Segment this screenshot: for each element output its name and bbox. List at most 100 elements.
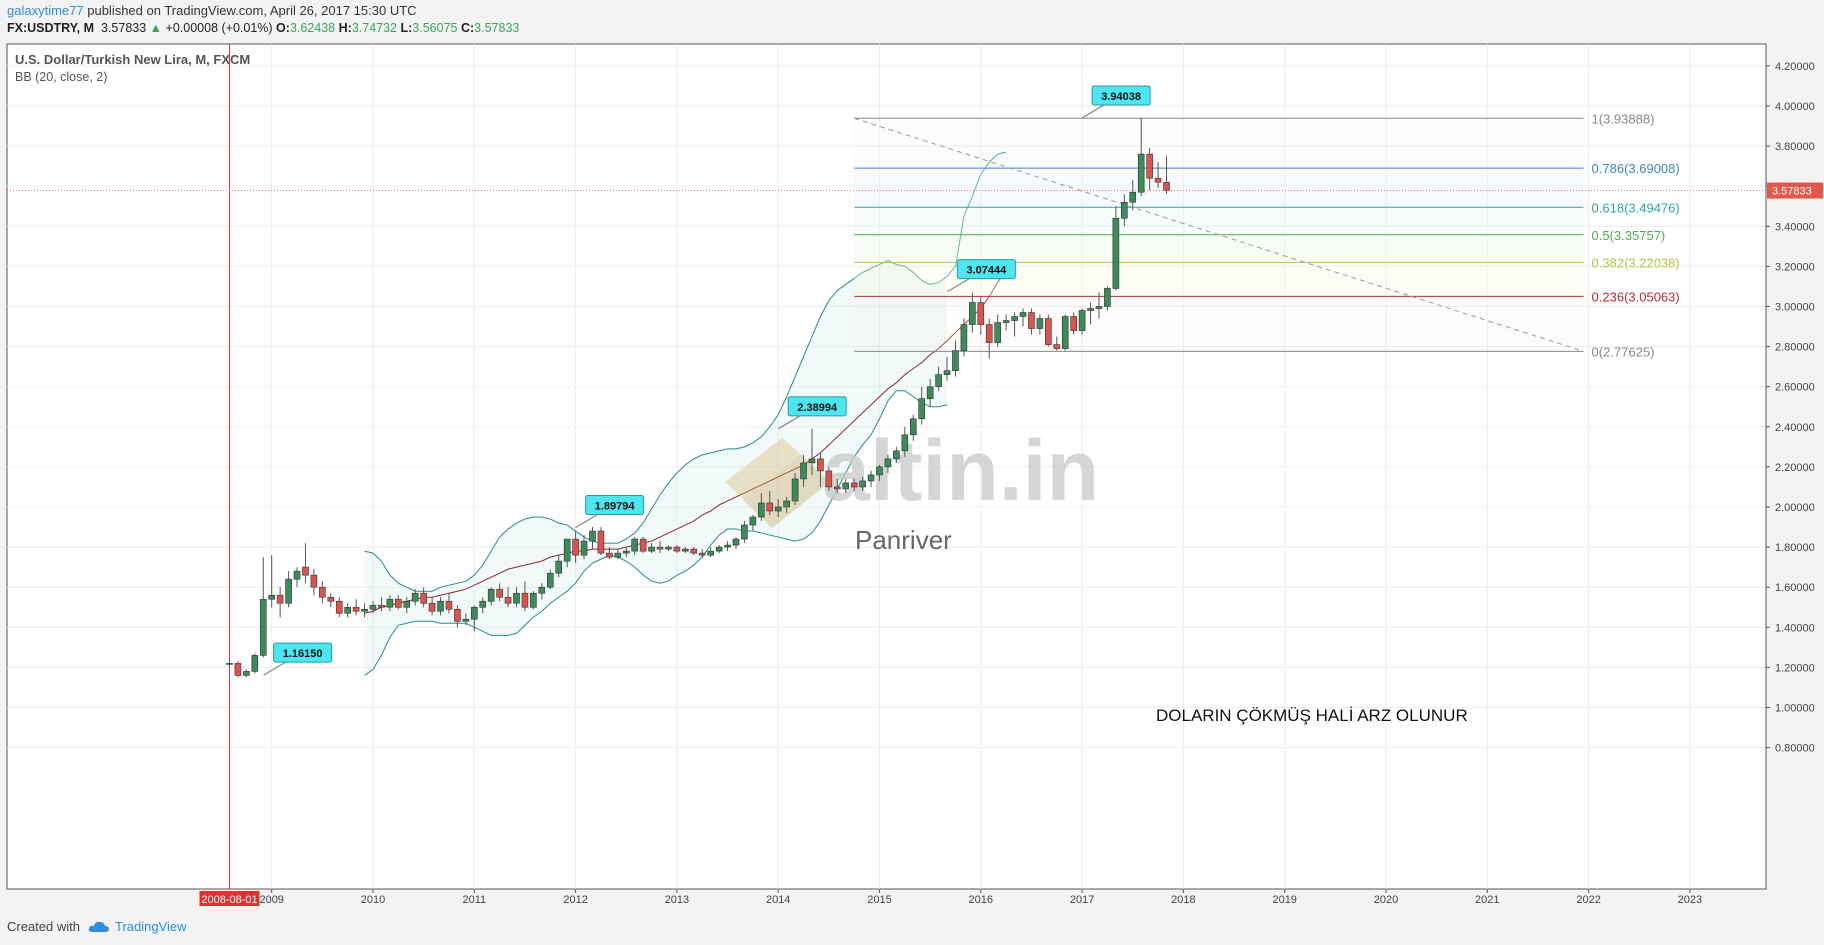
candle <box>969 292 976 333</box>
fibonacci-retracement[interactable]: 1(3.93888) 0.786(3.69008) 0.618(3.49476) 0.… <box>854 111 1680 359</box>
candle-body <box>690 548 698 554</box>
candle-body <box>985 324 993 343</box>
candle <box>884 454 892 473</box>
fib-level-label: 0.786(3.69008) <box>1592 161 1680 176</box>
candle-body <box>369 604 377 610</box>
date-marker-tag-label: 2008-08-01 <box>201 894 257 906</box>
candle-body <box>454 608 461 622</box>
candle <box>335 597 343 618</box>
candle-body <box>893 450 900 460</box>
x-tick-label: 2016 <box>969 894 993 906</box>
candle <box>1121 194 1128 227</box>
x-tick-label: 2014 <box>766 894 790 906</box>
candle <box>817 452 824 487</box>
candle-body <box>1137 153 1145 193</box>
x-tick-label: 2020 <box>1374 894 1398 906</box>
callout-label: 1.89794 <box>595 500 636 512</box>
candle <box>1019 308 1027 327</box>
candle <box>707 547 714 558</box>
candle-body <box>876 466 883 476</box>
open-label: O: <box>276 21 290 35</box>
callout-box <box>956 259 1016 280</box>
bb-lower-line <box>364 390 948 676</box>
candle-body <box>817 458 824 472</box>
candle-body <box>403 600 411 608</box>
candle <box>800 454 807 487</box>
candle <box>538 583 546 600</box>
candle-body <box>994 322 1001 343</box>
candle-body <box>850 482 858 488</box>
callout-pointer <box>575 513 598 528</box>
candle <box>1011 312 1018 337</box>
candle <box>352 599 360 616</box>
candle-body <box>1045 318 1052 345</box>
candle-body <box>555 560 563 574</box>
candle <box>470 605 478 632</box>
candle-body <box>1078 310 1086 331</box>
candle-body <box>470 606 478 620</box>
candle-body <box>758 502 765 518</box>
footer: Created with TradingView <box>7 919 187 934</box>
candle-body <box>487 588 495 602</box>
candle-body <box>842 482 850 490</box>
candle-body <box>234 663 242 676</box>
watermark-subtext: Panriver <box>855 525 952 555</box>
price-callouts[interactable]: 1.16150 1.89794 2.38994 3.07444 3.94038 <box>263 85 1151 676</box>
candle-body <box>614 552 622 558</box>
candle-body <box>1070 316 1077 331</box>
candle-body <box>732 538 740 546</box>
candle <box>622 547 630 558</box>
candle-body <box>774 506 782 512</box>
candle-body <box>411 592 419 602</box>
candle-body <box>513 592 520 604</box>
chart-legend: U.S. Dollar/Turkish New Lira, M, FXCM BB… <box>15 52 250 84</box>
fib-level-label: 0.5(3.35757) <box>1592 228 1666 243</box>
x-axis[interactable]: 2009 2010 2011 2012 2013 2014 2015 2016 2017 2018… <box>199 889 1702 906</box>
x-tick-label: 2013 <box>665 894 689 906</box>
price-callout: 3.07444 <box>947 259 1016 293</box>
candle-body <box>445 600 453 610</box>
candle <box>597 527 605 556</box>
candle-body <box>530 592 537 608</box>
candle <box>361 603 368 618</box>
fib-level-label: 0(2.77625) <box>1592 344 1655 359</box>
candle-body <box>1095 306 1103 309</box>
candles <box>226 118 1170 678</box>
tradingview-link[interactable]: TradingView <box>88 919 187 934</box>
candle <box>918 386 926 425</box>
y-tick-label: 1.40000 <box>1775 622 1815 634</box>
current-price-tag <box>1767 182 1823 199</box>
chart-title: U.S. Dollar/Turkish New Lira, M, FXCM <box>15 52 250 67</box>
candle <box>344 603 351 618</box>
candle <box>403 597 411 614</box>
candle-body <box>1036 318 1044 329</box>
candle <box>1137 118 1145 197</box>
candle <box>234 661 242 678</box>
author-link[interactable]: galaxytime77 <box>7 3 84 18</box>
current-price-tag-label: 3.57833 <box>1772 186 1812 198</box>
candle <box>1095 292 1103 319</box>
y-axis[interactable]: 4.200004.000003.800003.600003.400003.200… <box>1765 44 1823 889</box>
candle-body <box>462 618 470 622</box>
candle-body <box>825 470 833 488</box>
candle <box>935 366 942 391</box>
price-callout: 2.38994 <box>777 396 847 430</box>
candle-body <box>344 606 351 614</box>
candle-body <box>1154 177 1162 183</box>
candle <box>850 478 858 491</box>
candle-body <box>226 663 233 665</box>
candle-body <box>724 544 731 548</box>
candle <box>1146 148 1153 191</box>
watermark-text: altin.in <box>822 423 1099 519</box>
candle-body <box>783 500 790 508</box>
fib-zone <box>854 118 1584 169</box>
candle <box>774 498 782 518</box>
candle <box>1163 156 1170 195</box>
candle <box>614 549 622 560</box>
candle-body <box>251 655 259 672</box>
candle <box>572 531 579 564</box>
candle-body <box>715 546 723 552</box>
callout-label: 2.38994 <box>797 402 838 414</box>
candle-body <box>1146 153 1153 179</box>
